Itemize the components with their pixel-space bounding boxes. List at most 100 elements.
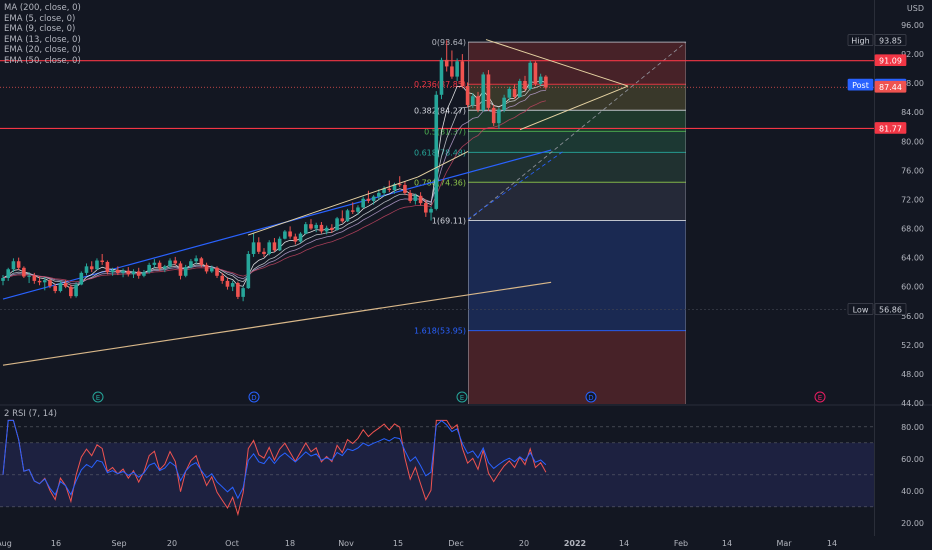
price-badge-label: Post	[852, 81, 869, 90]
candle	[152, 259, 157, 268]
candle-body	[236, 283, 240, 297]
fib-level-label: 0.786(74.36)	[414, 178, 466, 187]
time-axis-tick: Dec	[448, 539, 463, 548]
candle-body	[507, 88, 512, 98]
rsi-legend[interactable]: 2 RSI (7, 14)	[4, 409, 57, 419]
candle-body	[48, 280, 52, 286]
event-marker-circle	[814, 391, 826, 403]
indicator-legend: MA (200, close, 0) EMA (5, close, 0) EMA…	[4, 3, 81, 67]
price-axis-tick: 52.00	[901, 341, 924, 350]
candle	[345, 208, 350, 222]
event-marker-circle	[585, 391, 597, 403]
candle	[460, 54, 465, 89]
candle-body	[69, 286, 73, 297]
candle-body	[152, 262, 157, 265]
candle-body	[194, 258, 198, 262]
candle	[502, 94, 506, 113]
time-axis-tick: 15	[393, 539, 403, 548]
ema-projection-line	[467, 149, 566, 220]
event-marker: E	[814, 391, 826, 403]
candle-body	[16, 261, 21, 268]
candle-body	[481, 74, 486, 111]
fib-trend-line	[467, 41, 687, 221]
candle-body	[512, 88, 517, 97]
candle-body	[121, 270, 125, 273]
candle-body	[544, 76, 548, 88]
candle-body	[79, 272, 84, 285]
price-badge-value: 87.44	[879, 83, 902, 92]
legend-ema50[interactable]: EMA (50, close, 0)	[4, 55, 81, 66]
legend-ema20[interactable]: EMA (20, close, 0)	[4, 45, 81, 56]
candle-body	[157, 262, 162, 269]
candle	[533, 61, 538, 87]
candle-body	[89, 266, 94, 270]
event-marker-letter: D	[251, 394, 256, 402]
candle	[418, 192, 423, 206]
candle-body	[366, 198, 371, 201]
candle	[131, 269, 136, 278]
candle	[251, 233, 256, 257]
time-axis-tick: Mar	[776, 539, 792, 548]
ema13-line	[2, 90, 546, 285]
fib-zone	[468, 220, 686, 331]
candle	[444, 40, 449, 72]
candle-body	[528, 62, 533, 89]
candle-body	[319, 224, 324, 232]
candle	[84, 263, 89, 276]
candle-body	[100, 260, 104, 262]
legend-ema5[interactable]: EMA (5, close, 0)	[4, 13, 76, 24]
candle-body	[272, 242, 277, 251]
candle	[319, 221, 324, 234]
event-marker: D	[585, 391, 597, 403]
candle-body	[434, 94, 439, 209]
candle	[486, 70, 491, 111]
legend-ema13[interactable]: EMA (13, close, 0)	[4, 34, 81, 45]
candle	[303, 221, 308, 235]
candle-body	[183, 267, 188, 276]
candle-body	[277, 238, 282, 251]
candle-body	[27, 275, 31, 277]
candle	[497, 107, 501, 129]
time-axis-tick: 18	[285, 539, 295, 548]
fib-zone-extension	[468, 330, 686, 404]
candle-body	[450, 66, 454, 77]
candle	[507, 86, 512, 101]
candle-body	[6, 269, 11, 278]
candle-body	[147, 264, 151, 273]
time-axis-tick: Sep	[111, 539, 126, 548]
candle-body	[11, 261, 16, 270]
fib-level-label: 0.618(78.48)	[414, 148, 466, 157]
candle	[397, 176, 402, 188]
legend-ema9[interactable]: EMA (9, close, 0)	[4, 24, 76, 35]
price-axis-tick: 96.00	[901, 21, 924, 30]
candle-body	[288, 231, 292, 237]
candle	[220, 272, 225, 284]
fib-zone	[468, 42, 686, 85]
event-marker-circle	[248, 391, 260, 403]
candle-body	[267, 242, 272, 254]
candle	[538, 73, 543, 86]
candle	[314, 222, 318, 233]
candle	[429, 206, 433, 221]
fib-level-label: 0.382(84.27)	[414, 106, 466, 115]
rsi-axis-tick: 80.00	[901, 423, 924, 432]
candle	[288, 226, 292, 239]
price-badge-label-box	[847, 34, 874, 46]
candle-body	[173, 260, 178, 264]
price-badge-value: 93.85	[879, 37, 902, 46]
ema50-line	[2, 149, 552, 300]
candle-body	[403, 184, 407, 193]
candle	[256, 237, 261, 254]
candle	[403, 181, 407, 196]
price-badge-value: 91.09	[879, 57, 902, 66]
candle-body	[298, 233, 303, 242]
price-badge: High 93.85	[847, 34, 907, 46]
candle	[53, 283, 57, 294]
legend-ma200[interactable]: MA (200, close, 0)	[4, 3, 81, 13]
time-axis-tick: 2022	[564, 539, 586, 548]
time-axis-tick: Aug	[0, 539, 12, 548]
candle	[361, 196, 365, 209]
candle-body	[382, 188, 386, 193]
candle-body	[251, 242, 256, 254]
